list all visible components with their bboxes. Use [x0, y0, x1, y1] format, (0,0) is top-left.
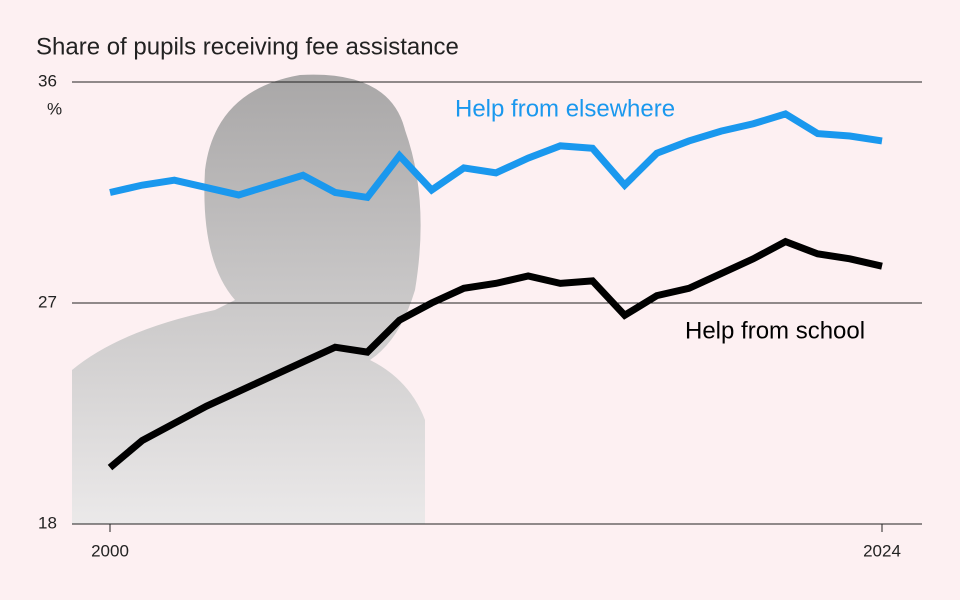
- series-line: [109, 110, 883, 202]
- series-label: Help from school: [685, 317, 865, 344]
- chart-title: Share of pupils receiving fee assistance: [36, 33, 459, 60]
- x-tick-label: 2000: [91, 541, 129, 560]
- y-tick-label: 27: [38, 292, 57, 311]
- y-tick-label: 36: [38, 71, 57, 90]
- series-label: Help from elsewhere: [455, 95, 675, 122]
- series-line: [107, 237, 883, 471]
- photo: [72, 74, 425, 524]
- x-tick-label: 2024: [863, 541, 901, 560]
- unit-label: %: [47, 99, 62, 118]
- y-tick-label: 18: [38, 513, 57, 532]
